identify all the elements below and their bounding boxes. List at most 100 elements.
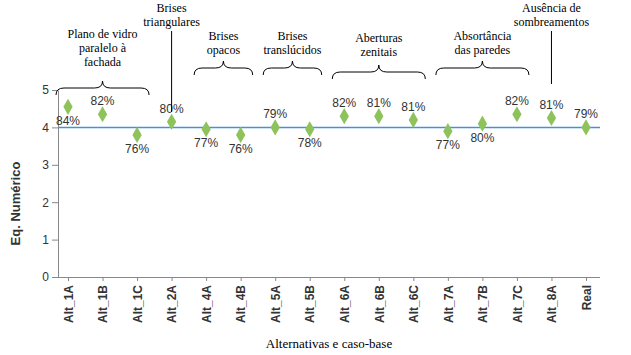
point (305, 121, 314, 137)
percent-label: 81% (539, 98, 563, 112)
x-tick: Alt_6B (373, 277, 387, 323)
percent-label: 78% (298, 136, 322, 150)
percent-label: 79% (263, 107, 287, 121)
x-tick-mark (275, 277, 276, 281)
percent-label: 76% (125, 142, 149, 156)
x-tick-mark (103, 277, 104, 281)
y-tick-mark (52, 202, 58, 203)
x-tick-mark (448, 277, 449, 281)
percent-label: 80% (470, 131, 494, 145)
x-tick-label: Alt_1A (62, 285, 76, 323)
x-tick: Alt_4A (200, 277, 214, 323)
y-tick-mark (52, 165, 58, 166)
x-tick-label: Alt_2A (165, 285, 179, 323)
annotation-brace (436, 61, 529, 75)
y-tick: 2 (42, 196, 58, 210)
y-tick-mark (52, 240, 58, 241)
annotation-text: Brises (157, 1, 187, 15)
x-tick: Alt_5B (303, 277, 317, 323)
annotation-brace (263, 61, 322, 75)
point (167, 114, 176, 130)
percent-label: 81% (401, 100, 425, 114)
y-tick-mark (52, 277, 58, 278)
x-tick-mark (344, 277, 345, 281)
x-tick-label: Alt_8A (545, 285, 559, 323)
percent-label: 84% (56, 114, 80, 128)
annotation-pointer (171, 31, 172, 112)
point (409, 112, 418, 128)
x-tick-label: Alt_7B (476, 285, 490, 323)
x-axis-title: Alternativas e caso-base (266, 336, 393, 351)
annotation-pointer (551, 31, 552, 84)
x-tick: Alt_7B (476, 277, 490, 323)
percent-label: 76% (229, 142, 253, 156)
annotation-text: sombreamentos (514, 15, 590, 29)
x-tick-mark (137, 277, 138, 281)
x-axis: Alt_1A Alt_1B Alt_1C Alt_2A Alt_4A Alt_4B Alt_… (58, 277, 600, 323)
percent-labels: 84%82%76%80%77%76%79%78%82%81%81%77%80%8… (56, 94, 598, 156)
y-axis-title: Eq. Numérico (8, 162, 23, 246)
point (512, 106, 521, 122)
x-tick: Alt_8A (545, 277, 559, 323)
percent-label: 82% (91, 94, 115, 108)
x-tick-mark (586, 277, 587, 281)
point (236, 127, 245, 143)
x-tick-label: Alt_7A (442, 285, 456, 323)
annotation-text: Aberturas (355, 31, 403, 45)
x-tick-label: Alt_6C (407, 285, 421, 323)
y-tick-label: 4 (42, 121, 49, 135)
y-tick-label: 5 (42, 83, 49, 97)
y-tick: 1 (42, 233, 58, 247)
x-tick-mark (310, 277, 311, 281)
x-tick: Alt_6A (338, 277, 352, 323)
x-tick: Alt_2A (165, 277, 179, 323)
annotation-brace (56, 81, 149, 95)
percent-label: 82% (505, 94, 529, 108)
point (271, 119, 280, 135)
percent-label: 77% (194, 136, 218, 150)
annotation-text: Absortância (453, 29, 512, 43)
point (340, 108, 349, 124)
x-tick: Real (580, 277, 594, 310)
x-tick-label: Alt_6A (338, 285, 352, 323)
annotation-text: Brises (277, 29, 307, 43)
x-tick-mark (517, 277, 518, 281)
x-tick: Alt_1B (96, 277, 110, 323)
x-tick-label: Alt_1B (96, 285, 110, 323)
x-tick-label: Alt_4A (200, 285, 214, 323)
percent-label: 81% (367, 96, 391, 110)
x-tick-mark (379, 277, 380, 281)
x-tick: Alt_7A (442, 277, 456, 323)
x-tick-label: Alt_6B (373, 285, 387, 323)
x-tick-label: Alt_1C (131, 285, 145, 323)
annotation-text: zenitais (360, 45, 397, 59)
y-tick: 5 (42, 83, 58, 97)
chart: 012345Alt_1AAlt_1BAlt_1CAlt_2AAlt_4AAlt_… (0, 0, 631, 355)
point (201, 121, 210, 137)
point (374, 108, 383, 124)
x-tick: Alt_7C (511, 277, 525, 323)
x-tick: Alt_1C (131, 277, 145, 323)
annotation-brace (332, 65, 425, 79)
y-tick: 0 (42, 270, 58, 284)
x-tick: Alt_6C (407, 277, 421, 323)
annotations: Plano de vidroparalelo àfachadaBrisestri… (56, 1, 589, 112)
annotation-text: Ausência de (522, 1, 581, 15)
annotation-brace (194, 61, 253, 75)
y-tick: 3 (42, 158, 58, 172)
point (478, 116, 487, 132)
point (547, 110, 556, 126)
x-tick-label: Alt_4B (234, 285, 248, 323)
x-tick-label: Alt_5B (303, 285, 317, 323)
annotation-text: Brises (208, 29, 238, 43)
annotation-text: das paredes (455, 43, 511, 57)
point (443, 123, 452, 139)
annotation-text: triangulares (143, 15, 200, 29)
y-tick-label: 3 (42, 158, 49, 172)
x-tick-mark (241, 277, 242, 281)
x-tick-mark (482, 277, 483, 281)
x-tick-mark (206, 277, 207, 281)
annotation-text: paralelo à (79, 41, 127, 55)
y-tick-label: 2 (42, 196, 49, 210)
x-tick: Alt_1A (62, 277, 76, 323)
